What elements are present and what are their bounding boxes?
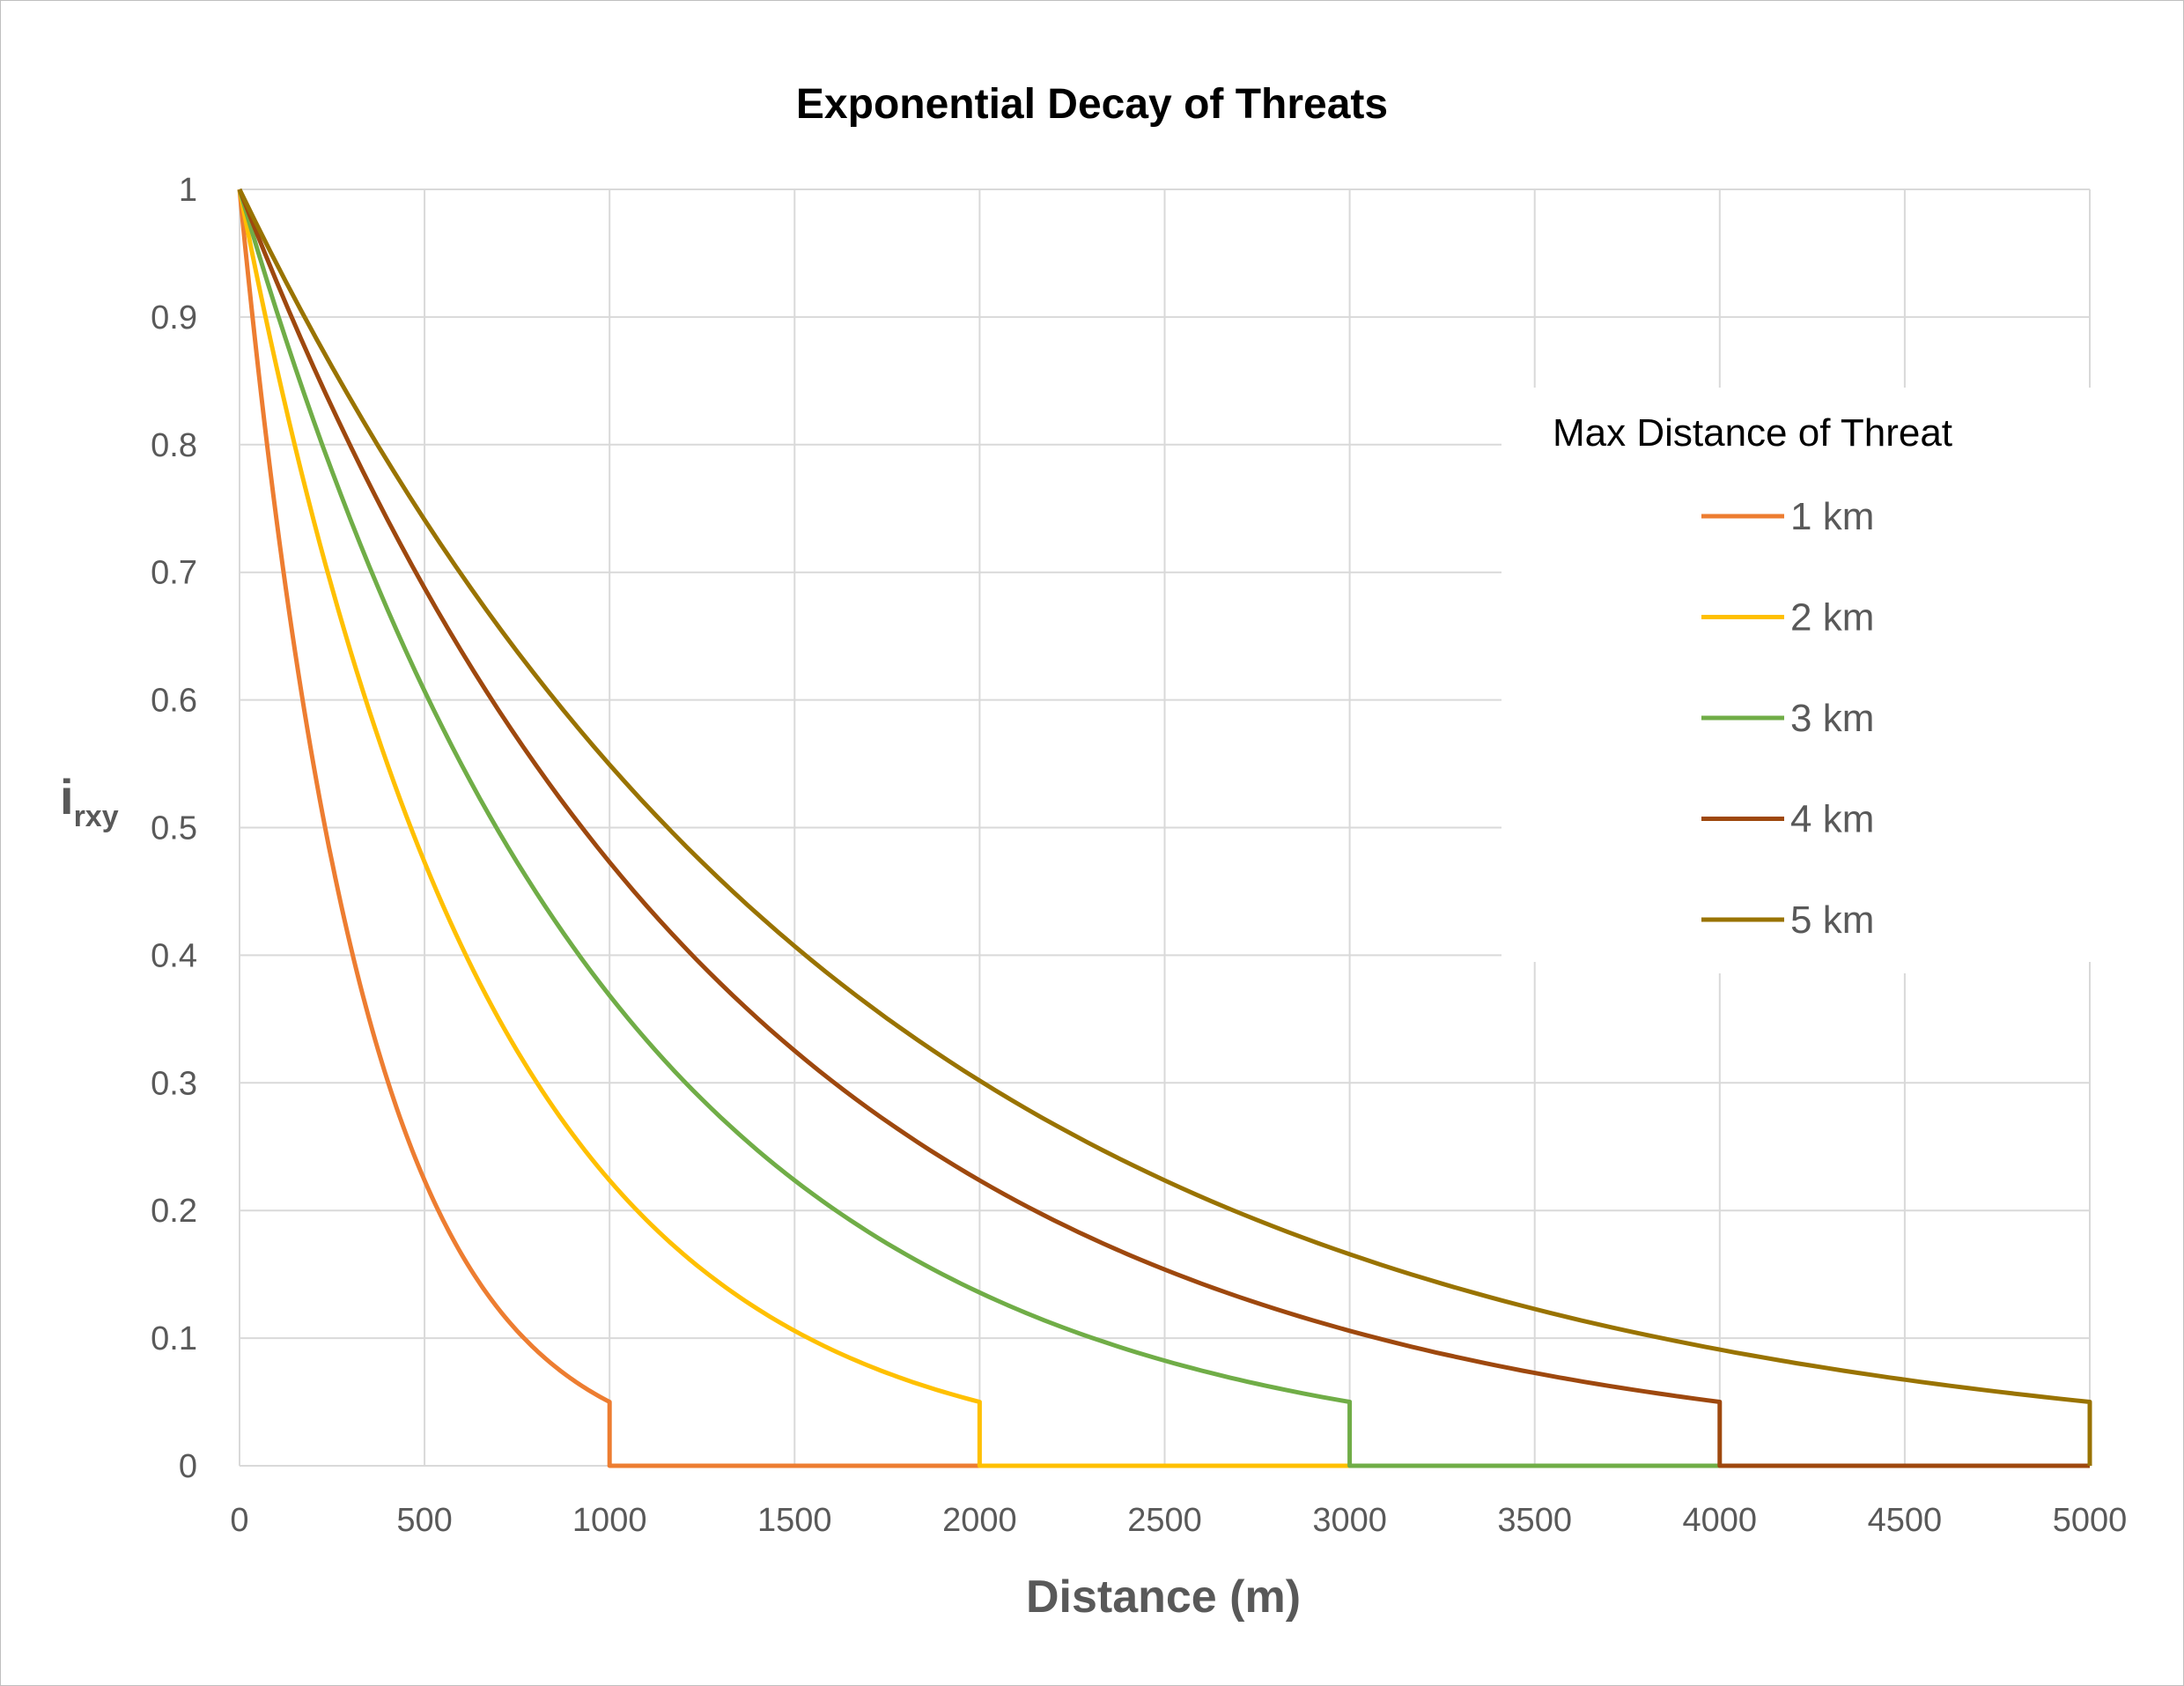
x-tick-label: 3500 — [1497, 1502, 1572, 1539]
series-line-5-km — [237, 188, 2092, 1466]
y-tick-label: 0.1 — [151, 1320, 197, 1357]
series-lines — [237, 188, 2092, 1468]
y-tick-label: 1 — [179, 172, 197, 209]
series-line-1-km — [237, 189, 2090, 1468]
legend-label: 4 km — [1790, 798, 1874, 841]
y-tick-label: 0.5 — [151, 810, 197, 847]
y-tick-label: 0.6 — [151, 683, 197, 720]
legend-label: 1 km — [1790, 495, 1874, 538]
series-line-3-km — [237, 189, 2090, 1468]
x-tick-label: 1000 — [572, 1502, 647, 1539]
x-tick-label: 1500 — [757, 1502, 832, 1539]
y-tick-label: 0.3 — [151, 1065, 197, 1102]
x-axis-label: Distance (m) — [1026, 1571, 1301, 1623]
y-axis-label-main: i — [60, 769, 74, 825]
y-tick-label: 0.2 — [151, 1193, 197, 1230]
y-tick-labels: 0 0.1 0.2 0.3 0.4 0.5 0.6 0.7 0.8 0.9 1 — [151, 172, 197, 1485]
y-tick-label: 0 — [179, 1448, 197, 1485]
y-tick-label: 0.4 — [151, 937, 197, 974]
y-tick-label: 0.9 — [151, 299, 197, 336]
x-tick-label: 5000 — [2053, 1502, 2128, 1539]
x-tick-labels: 0 500 1000 1500 2000 2500 3000 3500 4000 4500 5000 — [230, 1502, 2127, 1539]
y-tick-label: 0.8 — [151, 427, 197, 464]
y-axis-label-subscript: rxy — [74, 800, 119, 833]
chart-title: Exponential Decay of Threats — [796, 81, 1388, 128]
legend: Max Distance of Threat 1 km 2 km 3 km 4 km 5… — [1502, 388, 2092, 973]
x-tick-label: 2500 — [1127, 1502, 1202, 1539]
legend-label: 3 km — [1790, 697, 1874, 740]
x-tick-label: 500 — [396, 1502, 452, 1539]
x-tick-label: 4000 — [1683, 1502, 1758, 1539]
y-tick-label: 0.7 — [151, 555, 197, 592]
series-line-2-km — [237, 189, 2090, 1468]
y-axis-label: irxy — [60, 769, 119, 833]
legend-entries-background — [1664, 471, 1926, 973]
x-tick-label: 2000 — [942, 1502, 1017, 1539]
legend-title: Max Distance of Threat — [1553, 411, 1952, 455]
legend-entries: 1 km 2 km 3 km 4 km 5 km — [1701, 495, 1874, 942]
x-tick-label: 3000 — [1312, 1502, 1387, 1539]
x-tick-label: 4500 — [1868, 1502, 1943, 1539]
legend-label: 2 km — [1790, 596, 1874, 640]
x-tick-label: 0 — [230, 1502, 248, 1539]
series-line-4-km — [237, 189, 2090, 1468]
legend-label: 5 km — [1790, 898, 1874, 942]
